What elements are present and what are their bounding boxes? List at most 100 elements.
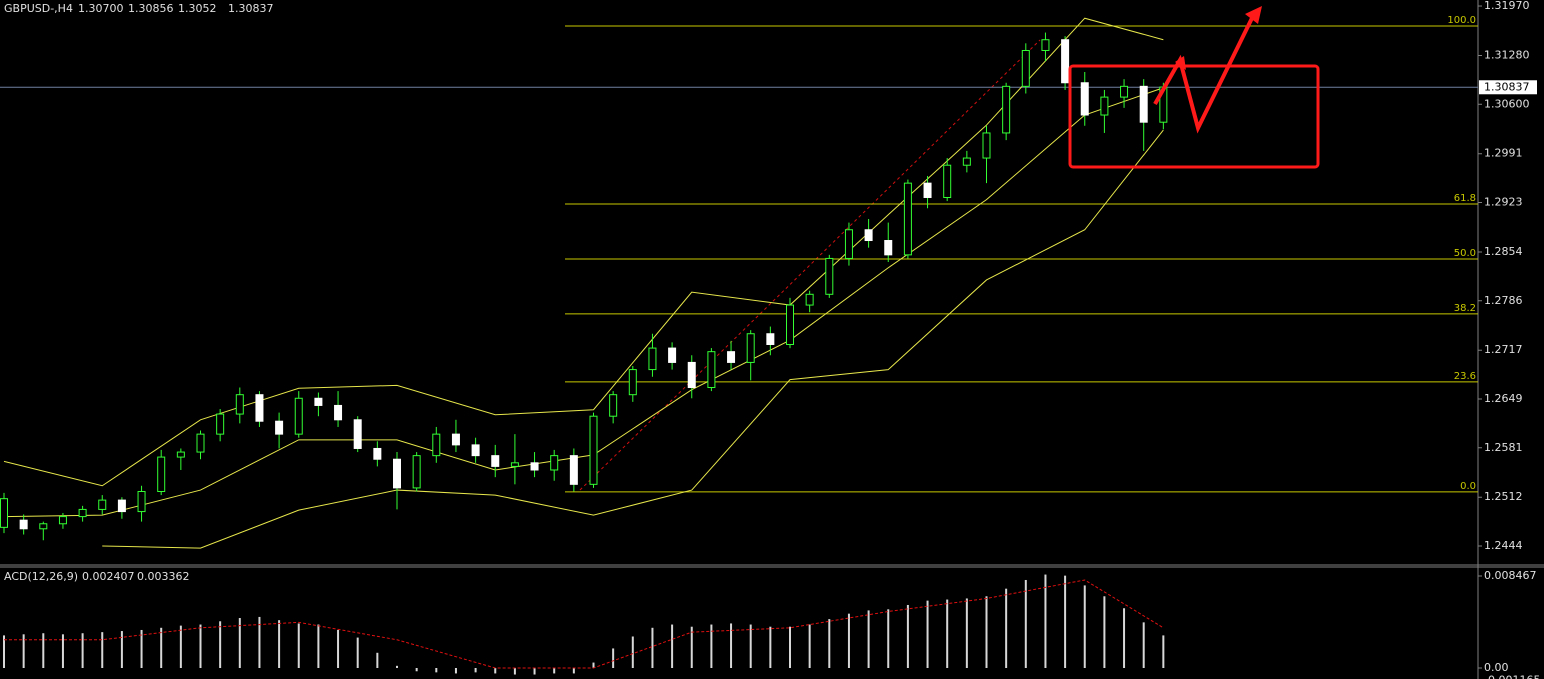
candle-body: [98, 499, 107, 510]
indicator-value: 0.003362: [137, 570, 190, 583]
candle-body: [962, 157, 971, 166]
macd-bar: [828, 619, 831, 669]
macd-bar: [631, 636, 634, 669]
candle-body: [825, 257, 834, 295]
macd-bar: [769, 626, 772, 669]
candle-body: [1061, 39, 1070, 84]
macd-bar: [789, 626, 791, 669]
macd-bar: [160, 627, 163, 669]
macd-bar: [22, 634, 25, 669]
macd-bar: [730, 623, 733, 669]
candle-body: [491, 455, 500, 467]
candle-body: [39, 523, 48, 530]
macd-bar: [120, 631, 123, 669]
candle-body: [255, 394, 264, 422]
y-tick-label: 1.2649: [1484, 392, 1523, 405]
candle-body: [569, 455, 578, 485]
candle-body: [1080, 82, 1089, 116]
candle-body: [1120, 85, 1129, 98]
fib-label: 50.0: [1454, 248, 1476, 259]
macd-bar: [1064, 575, 1067, 669]
macd-bar: [533, 668, 536, 675]
quote-value: 1.3052: [178, 2, 217, 15]
macd-bar: [651, 627, 654, 669]
y-tick-label: 1.30600: [1484, 97, 1530, 110]
y-tick-label: 1.2854: [1484, 245, 1523, 258]
macd-bar: [808, 624, 811, 669]
macd-bar: [1083, 585, 1086, 669]
macd-bar: [474, 668, 477, 673]
macd-bar: [847, 613, 850, 669]
macd-bar: [337, 629, 340, 669]
candle-body: [471, 444, 480, 457]
candle-body: [1100, 96, 1109, 116]
candle-body: [530, 462, 539, 471]
macd-bar: [278, 620, 281, 669]
candle-body: [884, 240, 893, 256]
macd-signal: [4, 579, 1164, 669]
candle-body: [294, 397, 303, 435]
macd-bar: [396, 665, 398, 669]
quote-value: 1.30837: [228, 2, 274, 15]
candle-body: [19, 519, 28, 530]
arrow-head: [1175, 56, 1186, 70]
candle-body: [393, 458, 401, 489]
macd-bar: [906, 604, 909, 669]
macd-bar: [887, 609, 890, 669]
candle-body: [235, 394, 244, 415]
macd-bar: [749, 624, 752, 669]
candle-body: [510, 462, 519, 467]
consolidation-box: [1068, 64, 1320, 169]
candle-body: [451, 433, 460, 446]
y-tick-label: 1.31970: [1484, 0, 1530, 12]
macd-bar: [140, 629, 143, 669]
candle-body: [923, 182, 932, 198]
macd-bar: [435, 668, 438, 673]
macd-bar: [1123, 608, 1126, 669]
quote-value: 1.30700: [78, 2, 124, 15]
bollinger-lower: [102, 129, 1164, 549]
candle-body: [157, 456, 166, 492]
candle-body: [196, 433, 205, 453]
quote-value: 1.30856: [128, 2, 174, 15]
macd-bar: [553, 668, 556, 674]
macd-bar: [513, 668, 516, 675]
candle-body: [373, 447, 382, 460]
fib-label: 23.6: [1454, 371, 1476, 382]
candle-body: [786, 304, 794, 345]
candle-body: [707, 351, 716, 389]
trend-line: [579, 39, 1041, 491]
symbol: GBPUSD-,H4: [4, 2, 73, 15]
fib-label: 38.2: [1454, 303, 1476, 314]
macd-bar: [454, 668, 457, 674]
candle-body: [982, 132, 991, 159]
macd-bar: [238, 618, 241, 669]
macd-bar: [1162, 635, 1165, 669]
y-tick-label: 1.2923: [1484, 196, 1523, 209]
current-price-label: 1.30837: [1484, 80, 1530, 93]
candle-body: [58, 516, 67, 525]
y-tick-label: 1.2786: [1484, 294, 1523, 307]
candle-body: [589, 415, 598, 485]
candle-body: [412, 455, 421, 489]
candle-body: [117, 499, 126, 513]
macd-bar: [1103, 596, 1106, 669]
candle-body: [78, 508, 87, 518]
candle-body: [216, 413, 225, 435]
indicator-value: 0.002407: [82, 570, 135, 583]
macd-bar: [376, 652, 379, 669]
macd-bar: [219, 621, 222, 669]
candle-body: [864, 229, 873, 242]
macd-bar: [867, 610, 870, 669]
macd-bar: [3, 635, 5, 669]
y-tick-label: -0.001165: [1484, 674, 1540, 679]
fib-label: 0.0: [1460, 481, 1476, 492]
y-tick-label: 1.2581: [1484, 441, 1523, 454]
y-tick-label: 1.2512: [1484, 490, 1523, 503]
macd-bar: [415, 668, 418, 672]
y-tick-label: 0.008467: [1484, 569, 1537, 582]
macd-bar: [671, 624, 674, 669]
macd-bar: [297, 623, 300, 669]
